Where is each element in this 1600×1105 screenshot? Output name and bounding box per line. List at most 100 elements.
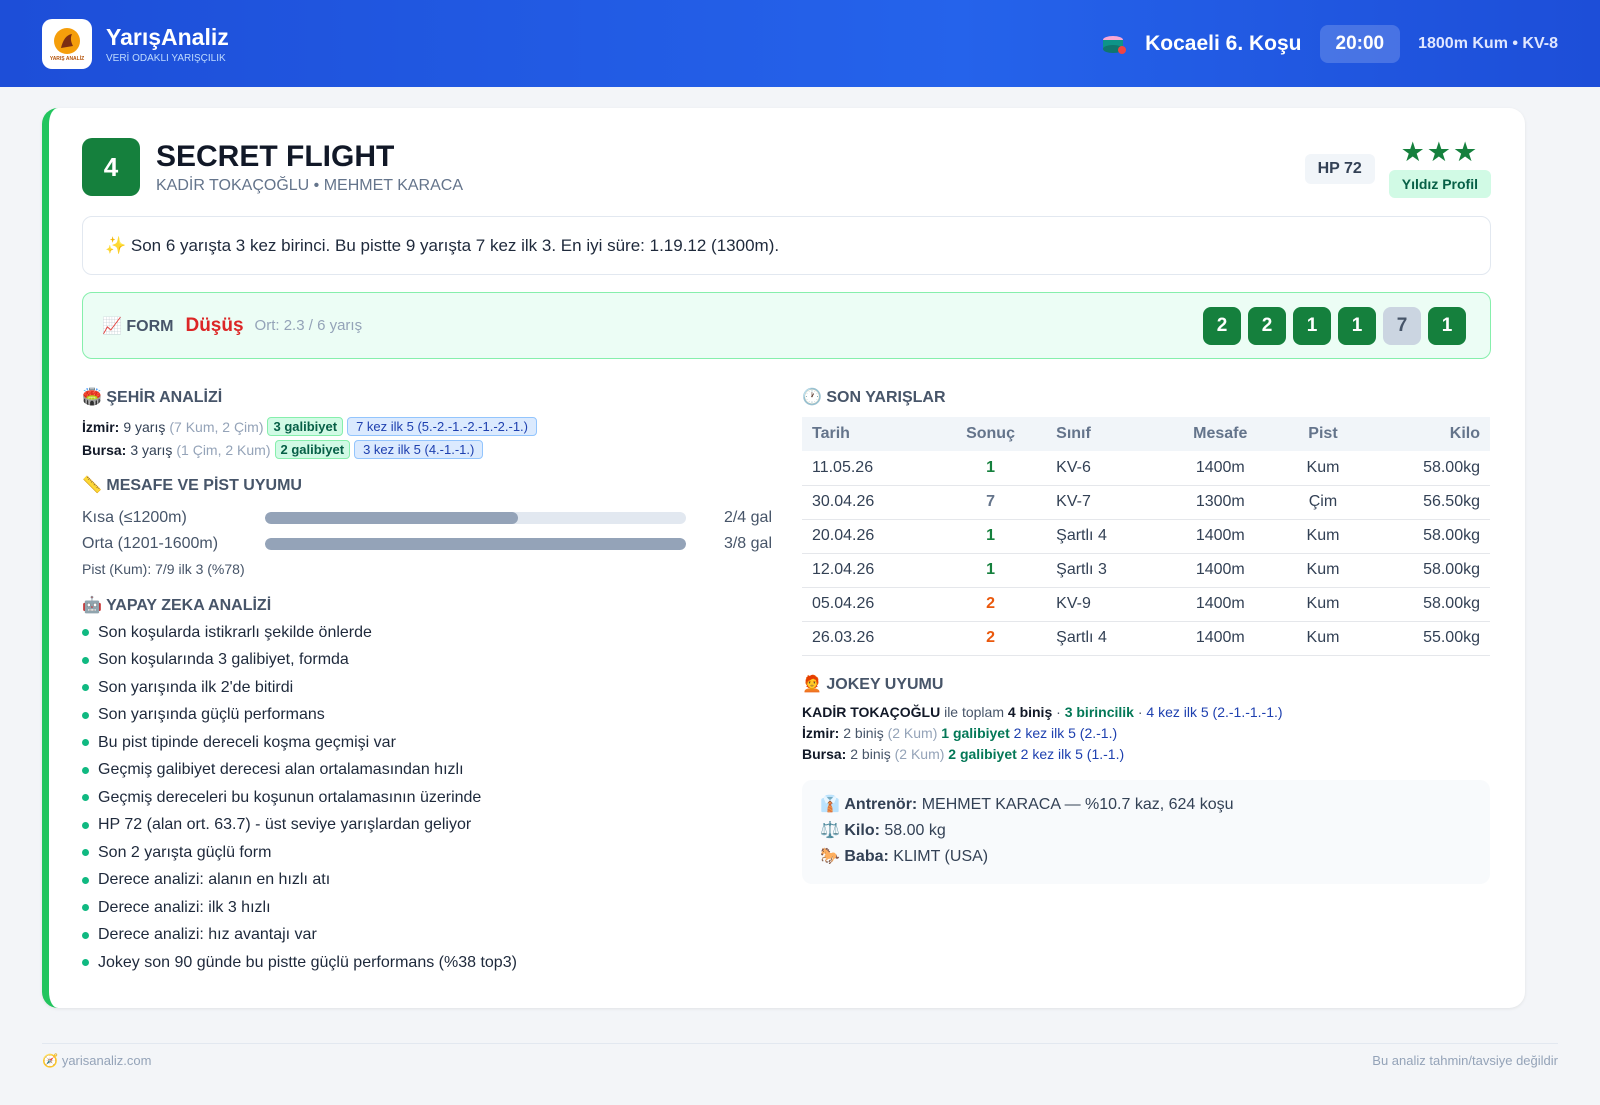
- city-surfaces: (1 Çim, 2 Kum): [176, 441, 271, 458]
- city-wins: 1 galibiyet: [941, 724, 1010, 741]
- tagline: VERİ ODAKLI YARIŞÇILIK: [106, 52, 226, 64]
- race-cell: 7: [934, 485, 1047, 520]
- race-cell: 11.05.26: [802, 451, 935, 486]
- distance-row: Kısa (≤1200m) 2/4 gal: [82, 505, 772, 531]
- city-top5: 2 kez ilk 5 (1.-1.): [1020, 745, 1125, 762]
- race-cell: 55.00kg: [1365, 621, 1490, 656]
- city-wins: 2 galibiyet: [274, 440, 351, 459]
- ai-list: Son koşularda istikrarlı şekilde önlerde…: [82, 619, 772, 977]
- city-name: İzmir:: [802, 724, 840, 741]
- race-cell: 1300m: [1160, 485, 1281, 520]
- info-label: Kilo:: [844, 821, 880, 839]
- info-label: Antrenör:: [844, 795, 918, 813]
- race-cell: 1400m: [1160, 519, 1281, 554]
- hp-badge: HP 72: [1304, 154, 1375, 184]
- info-value: 58.00 kg: [884, 821, 946, 839]
- city-surfaces: (7 Kum, 2 Çim): [169, 418, 264, 435]
- profile-badge: Yıldız Profil: [1388, 170, 1491, 198]
- race-row: 05.04.26 2 KV-9 1400m Kum 58.00kg: [802, 587, 1490, 622]
- form-result: 2: [1248, 306, 1286, 345]
- city-top5: 7 kez ilk 5 (5.-2.-1.-2.-1.-2.-1.): [347, 417, 538, 436]
- recent-races-table: Tarih Sonuç Sınıf Mesafe Pist Kilo 11.05.26 1 KV…: [802, 417, 1490, 656]
- race-cell: 1400m: [1160, 553, 1281, 588]
- form-result: 1: [1428, 306, 1466, 345]
- distance-result: 3/8 gal: [723, 535, 772, 552]
- race-cell: 20.04.26: [802, 519, 935, 554]
- race-cell: 05.04.26: [802, 587, 935, 622]
- race-cell: 30.04.26: [802, 485, 935, 520]
- city-rides: 2 biniş: [843, 724, 884, 741]
- race-row: 11.05.26 1 KV-6 1400m Kum 58.00kg: [802, 451, 1490, 486]
- ai-item: Son yarışında güçlü performans: [82, 702, 772, 730]
- jockey-city-list: İzmir: 2 biniş (2 Kum) 1 galibiyet 2 kez…: [802, 725, 1490, 762]
- race-cell: Çim: [1280, 485, 1366, 520]
- race-cell: 2: [934, 621, 1047, 656]
- ai-item: Geçmiş dereceleri bu koşunun ortalamasın…: [82, 784, 772, 812]
- header: YARIŞ ANALİZ YarışAnaliz VERİ ODAKLI YARI…: [0, 0, 1600, 87]
- column-header: Tarih: [802, 417, 935, 451]
- race-cell: KV-7: [1046, 485, 1161, 520]
- info-icon: ⚖️: [820, 821, 840, 839]
- race-cell: KV-9: [1046, 587, 1161, 622]
- race-cell: 58.00kg: [1365, 553, 1490, 588]
- race-cell: 26.03.26: [802, 621, 935, 656]
- jockey-summary: KADİR TOKAÇOĞLU ile toplam 4 biniş · 3 b…: [802, 704, 1490, 720]
- race-cell: 2: [934, 587, 1047, 622]
- city-wins: 3 galibiyet: [267, 417, 344, 436]
- brand: YarışAnaliz: [106, 23, 229, 50]
- column-header: Sınıf: [1046, 417, 1161, 451]
- section-title: 🏟️ ŞEHİR ANALİZİ: [82, 389, 223, 406]
- ai-item: Geçmiş galibiyet derecesi alan ortalamas…: [82, 757, 772, 785]
- city-row: Bursa: 3 yarış (1 Çim, 2 Kum) 2 galibiyet 3 …: [82, 440, 772, 459]
- distance-bar: [265, 512, 686, 524]
- city-name: Bursa:: [802, 745, 847, 762]
- horse-name: SECRET FLIGHT: [156, 140, 395, 173]
- jockey-wins: 3 birincilik: [1064, 703, 1134, 720]
- race-cell: Şartlı 3: [1046, 553, 1161, 588]
- distance-result: 2/4 gal: [723, 509, 772, 526]
- race-cell: 56.50kg: [1365, 485, 1490, 520]
- info-value: MEHMET KARACA — %10.7 kaz, 624 koşu: [921, 795, 1234, 813]
- race-cell: 1400m: [1160, 621, 1281, 656]
- race-cell: KV-6: [1046, 451, 1161, 486]
- distance-label: Orta (1201-1600m): [82, 535, 219, 552]
- disclaimer: Bu analiz tahmin/tavsiye değildir: [1372, 1053, 1558, 1068]
- city-name: İzmir:: [82, 418, 120, 435]
- column-header: Kilo: [1365, 417, 1490, 451]
- race-cell: 58.00kg: [1365, 587, 1490, 622]
- city-races: 9 yarış: [123, 418, 166, 435]
- info-icon: 👔: [820, 795, 840, 813]
- info-icon: 🐎: [820, 847, 840, 865]
- info-row: 👔 Antrenör: MEHMET KARACA — %10.7 kaz, 6…: [820, 794, 1472, 820]
- jockey-top5: 4 kez ilk 5 (2.-1.-1.-1.): [1146, 703, 1283, 720]
- info-row: 🐎 Baba: KLIMT (USA): [820, 846, 1472, 872]
- distance-bar: [265, 538, 686, 550]
- section-title: 🤖 YAPAY ZEKA ANALİZİ: [82, 597, 272, 614]
- horse-card: 4 SECRET FLIGHT KADİR TOKAÇOĞLU • MEHMET …: [42, 108, 1525, 1008]
- race-cell: 1400m: [1160, 451, 1281, 486]
- race-cell: 1: [934, 519, 1047, 554]
- jockey-city: Bursa: 2 biniş (2 Kum) 2 galibiyet 2 kez…: [802, 746, 1490, 762]
- race-cell: Kum: [1280, 519, 1366, 554]
- logo: YARIŞ ANALİZ: [42, 18, 92, 69]
- race-row: 26.03.26 2 Şartlı 4 1400m Kum 55.00kg: [802, 621, 1490, 656]
- ai-item: Derece analizi: hız avantajı var: [82, 922, 772, 950]
- city-top5: 2 kez ilk 5 (2.-1.): [1013, 724, 1118, 741]
- separator: ·: [1137, 703, 1143, 720]
- race-cell: Kum: [1280, 451, 1366, 486]
- footer: 🧭 yarisanaliz.com Bu analiz tahmin/tavsi…: [42, 1043, 1558, 1069]
- race-row: 30.04.26 7 KV-7 1300m Çim 56.50kg: [802, 485, 1490, 520]
- city-races: 3 yarış: [130, 441, 173, 458]
- race-time: 20:00: [1319, 24, 1401, 63]
- form-result: 7: [1383, 306, 1421, 345]
- column-header: Pist: [1280, 417, 1366, 451]
- city-rides: 2 biniş: [850, 745, 891, 762]
- race-cell: 58.00kg: [1365, 451, 1490, 486]
- race-cell: Kum: [1280, 553, 1366, 588]
- ai-item: Son yarışında ilk 2'de bitirdi: [82, 674, 772, 702]
- info-label: Baba:: [844, 847, 889, 865]
- city-surfaces: (2 Kum): [894, 745, 945, 762]
- ai-item: Derece analizi: ilk 3 hızlı: [82, 894, 772, 922]
